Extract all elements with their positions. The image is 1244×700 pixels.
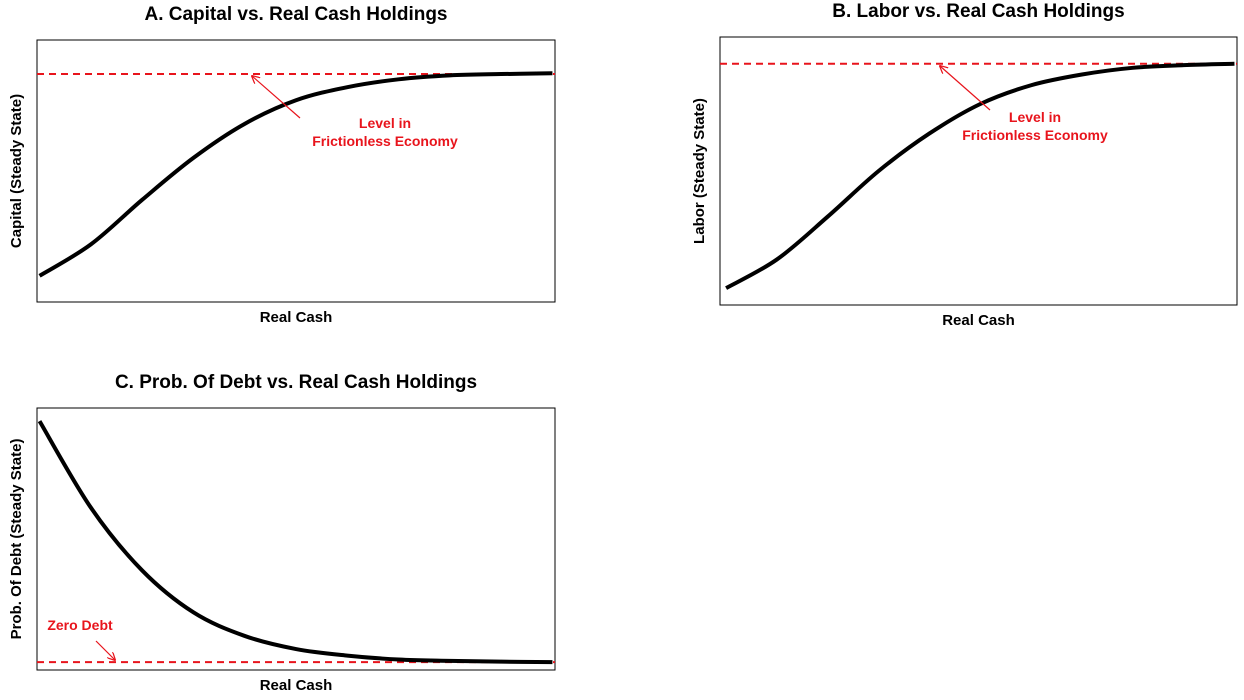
- panel-title: C. Prob. Of Debt vs. Real Cash Holdings: [115, 372, 477, 393]
- y-axis-label: Capital (Steady State): [8, 94, 25, 248]
- plot-frame: [36, 39, 556, 303]
- panel-title: B. Labor vs. Real Cash Holdings: [832, 1, 1124, 22]
- annotation: Level in: [1009, 109, 1061, 125]
- curve: [725, 61, 1235, 290]
- x-axis-label: Real Cash: [260, 677, 333, 694]
- x-axis-label: Real Cash: [260, 309, 333, 326]
- panel: A. Capital vs. Real Cash Holdings Real Ca…: [8, 4, 556, 326]
- annotation: Zero Debt: [47, 617, 113, 633]
- panel: B. Labor vs. Real Cash Holdings Real Cash…: [691, 1, 1238, 329]
- x-axis-label: Real Cash: [942, 312, 1015, 329]
- panel-title: A. Capital vs. Real Cash Holdings: [144, 4, 447, 25]
- curve: [37, 420, 553, 665]
- curve: [38, 71, 553, 278]
- annotation: Level in: [359, 115, 411, 131]
- annotation-arrow: [95, 640, 115, 660]
- annotation: Frictionless Economy: [962, 127, 1108, 143]
- plot-frame: [36, 407, 556, 671]
- y-axis-label: Labor (Steady State): [691, 98, 708, 244]
- annotation-arrow: [252, 76, 301, 119]
- panel: C. Prob. Of Debt vs. Real Cash Holdings R…: [8, 372, 556, 694]
- annotation-arrow: [940, 66, 991, 111]
- plot-frame: [719, 36, 1238, 306]
- annotation: Frictionless Economy: [312, 133, 458, 149]
- y-axis-label: Prob. Of Debt (Steady State): [8, 439, 25, 640]
